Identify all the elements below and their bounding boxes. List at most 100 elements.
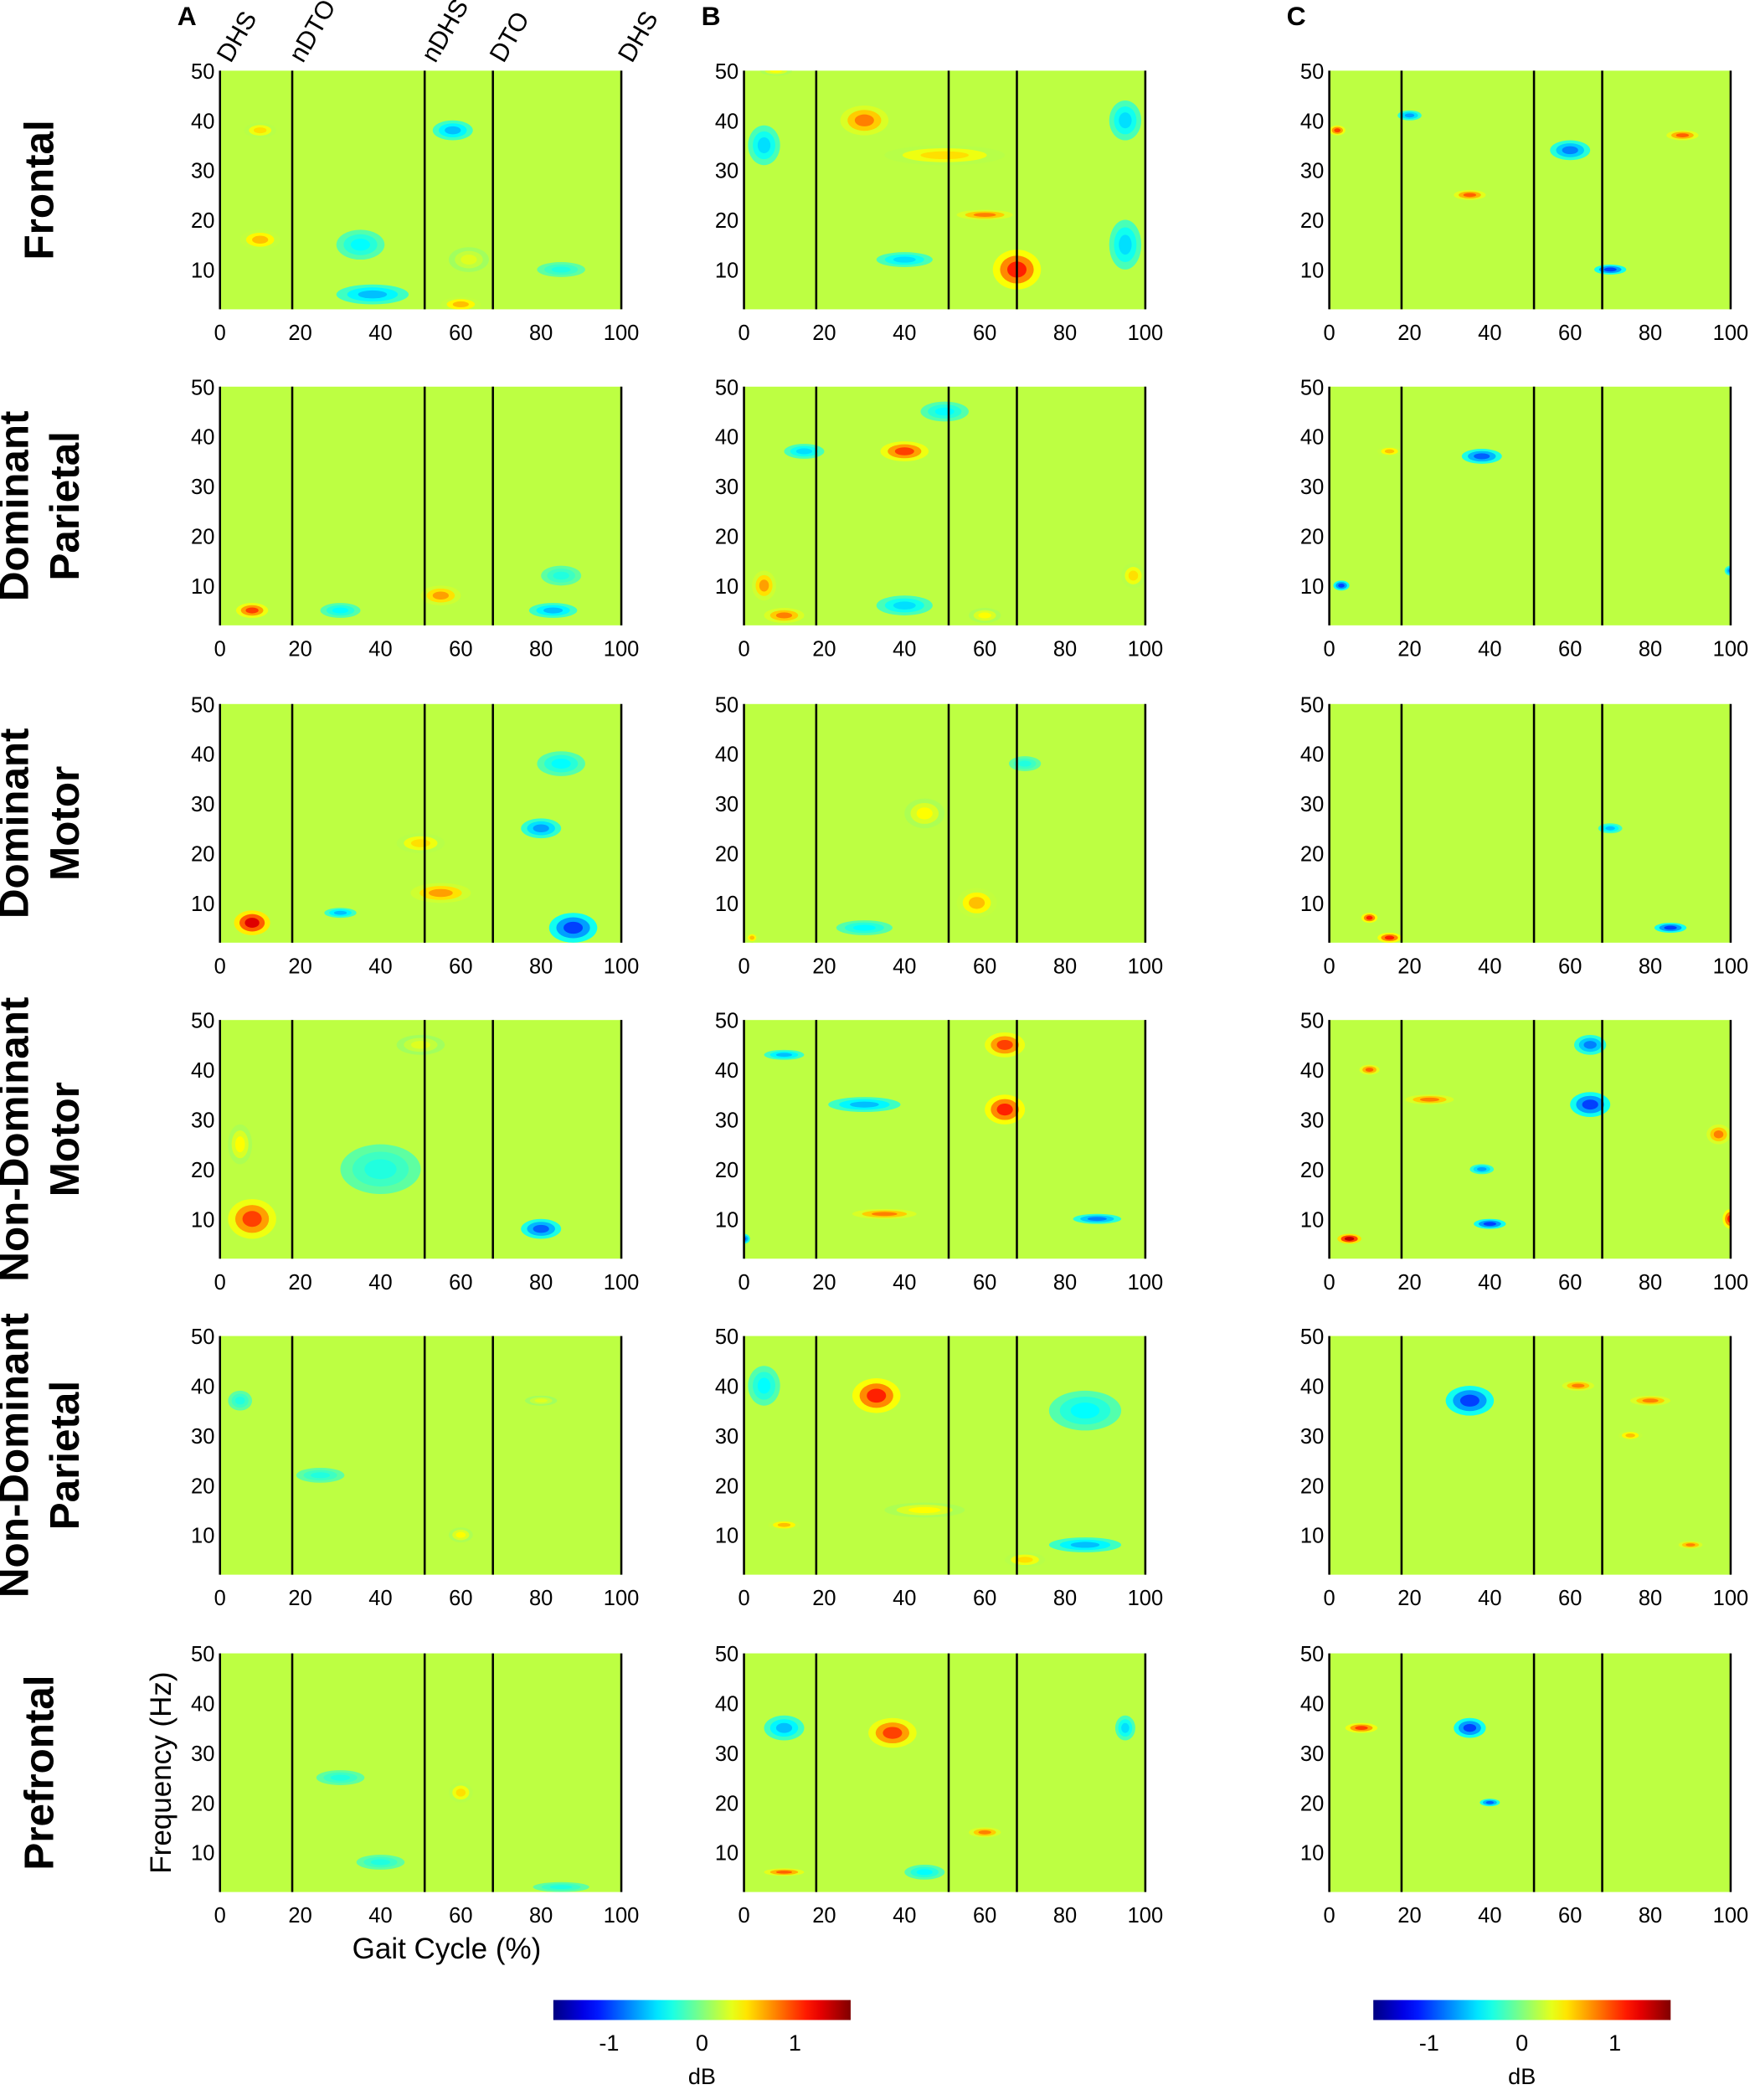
heat-blob <box>1582 1099 1598 1110</box>
y-tick-label: 10 <box>715 259 738 282</box>
x-tick-label: 80 <box>1053 1904 1077 1928</box>
colorbar-2: -1 0 1 dB <box>1373 2000 1671 2089</box>
y-tick-label: 50 <box>715 60 738 84</box>
event-label-nDTO: nDTO <box>284 0 342 67</box>
heat-blob <box>410 1041 430 1049</box>
panel-background <box>1329 1653 1731 1892</box>
colorbar-gradient <box>553 2000 851 2020</box>
heat-blob <box>551 759 571 769</box>
y-tick-label: 20 <box>1300 1792 1324 1815</box>
y-tick-label: 30 <box>191 160 214 183</box>
heat-blob <box>533 824 549 832</box>
x-tick-label: 0 <box>214 1271 226 1294</box>
x-tick-label: 20 <box>1397 955 1421 978</box>
x-tick-label: 0 <box>738 1904 749 1928</box>
heat-blob <box>533 1224 549 1233</box>
panel-background <box>1329 386 1731 625</box>
row-label-line: Dominant <box>0 728 37 919</box>
heat-blob <box>1365 1068 1374 1072</box>
heat-blob <box>1419 1097 1439 1102</box>
y-tick-label: 30 <box>191 1425 214 1449</box>
y-tick-label: 40 <box>715 426 738 450</box>
y-tick-label: 10 <box>715 575 738 599</box>
y-tick-label: 40 <box>715 1376 738 1399</box>
y-tick-label: 20 <box>191 842 214 866</box>
colorbar-label: dB <box>688 2063 716 2089</box>
x-tick-label: 40 <box>368 1587 392 1610</box>
y-tick-label: 20 <box>1300 209 1324 233</box>
y-tick-label: 30 <box>1300 793 1324 816</box>
heat-blob <box>1121 1722 1130 1733</box>
colorbar-tick-label: 1 <box>1608 2030 1621 2056</box>
y-tick-label: 40 <box>1300 1376 1324 1399</box>
x-tick-label: 80 <box>1639 1904 1662 1928</box>
x-tick-label: 60 <box>449 1904 472 1928</box>
heat-blob <box>916 807 933 820</box>
x-tick-label: 20 <box>1397 1271 1421 1294</box>
y-tick-label: 20 <box>715 1475 738 1498</box>
panel-background <box>1329 703 1731 943</box>
x-tick-label: 80 <box>1053 637 1077 661</box>
y-tick-label: 20 <box>191 209 214 233</box>
heat-blob <box>1562 146 1578 155</box>
x-tick-label: 80 <box>529 1587 553 1610</box>
x-tick-label: 100 <box>604 955 640 978</box>
y-tick-label: 10 <box>1300 259 1324 282</box>
panel-B-1: 10 20 30 40 50 0 20 40 60 80 100 <box>715 60 1163 345</box>
x-tick-label: 0 <box>1324 1587 1335 1610</box>
heat-blob <box>1642 1398 1659 1403</box>
row-label-line: Dominant <box>0 411 37 602</box>
x-tick-label: 60 <box>449 637 472 661</box>
panel-background <box>744 70 1145 310</box>
y-tick-label: 20 <box>191 1159 214 1182</box>
heat-blob <box>1366 915 1373 920</box>
x-tick-label: 40 <box>368 1904 392 1928</box>
heat-blob <box>867 1388 887 1403</box>
heat-blob <box>534 1398 548 1403</box>
x-tick-label: 0 <box>214 1587 226 1610</box>
x-tick-label: 80 <box>529 637 553 661</box>
x-tick-label: 100 <box>1713 1904 1749 1928</box>
row-label: Non-Dominant Motor <box>0 997 88 1282</box>
x-tick-label: 0 <box>1324 1904 1335 1928</box>
event-label-DTO: DTO <box>485 8 535 67</box>
y-tick-label: 50 <box>1300 1010 1324 1033</box>
x-tick-label: 0 <box>738 1271 749 1294</box>
heat-blob <box>1583 1041 1597 1049</box>
row-label-line: Motor <box>42 766 88 881</box>
panel-C-6: 10 20 30 40 50 0 20 40 60 80 100 <box>1300 1643 1748 1928</box>
row-label-line: Parietal <box>42 1381 88 1530</box>
y-tick-label: 20 <box>1300 1159 1324 1182</box>
y-tick-label: 50 <box>715 376 738 399</box>
x-tick-label: 60 <box>973 637 996 661</box>
panel-A-4: 10 20 30 40 50 0 20 40 60 80 100 <box>191 1010 639 1294</box>
y-tick-label: 30 <box>1300 160 1324 183</box>
blob-layer <box>752 401 1145 623</box>
heat-blob <box>1675 133 1690 137</box>
row-label: Prefrontal <box>17 1675 63 1871</box>
heat-blob <box>1605 826 1615 831</box>
x-tick-label: 100 <box>604 322 640 345</box>
x-tick-label: 20 <box>812 322 836 345</box>
heat-blob <box>894 447 914 456</box>
x-tick-label: 60 <box>973 322 996 345</box>
heat-blob <box>551 266 571 273</box>
y-tick-label: 20 <box>191 526 214 549</box>
row-label: Dominant Motor <box>0 728 88 919</box>
blob-layer <box>228 1390 558 1543</box>
blob-layer <box>764 1715 1135 1880</box>
y-tick-label: 20 <box>1300 842 1324 866</box>
x-tick-label: 20 <box>1397 1587 1421 1610</box>
panel-B-2: 10 20 30 40 50 0 20 40 60 80 100 <box>715 376 1163 661</box>
y-tick-label: 40 <box>1300 1693 1324 1717</box>
x-tick-label: 40 <box>1478 1587 1501 1610</box>
heat-blob <box>1070 1403 1100 1419</box>
x-tick-label: 0 <box>738 955 749 978</box>
heat-blob <box>908 1506 941 1513</box>
panel-B-3: 10 20 30 40 50 0 20 40 60 80 100 <box>715 693 1163 978</box>
x-tick-label: 20 <box>288 322 311 345</box>
heat-blob <box>445 126 461 135</box>
heat-blob <box>455 1531 466 1538</box>
colorbar-1: -1 0 1 dB <box>553 2000 851 2089</box>
y-tick-label: 20 <box>715 1159 738 1182</box>
